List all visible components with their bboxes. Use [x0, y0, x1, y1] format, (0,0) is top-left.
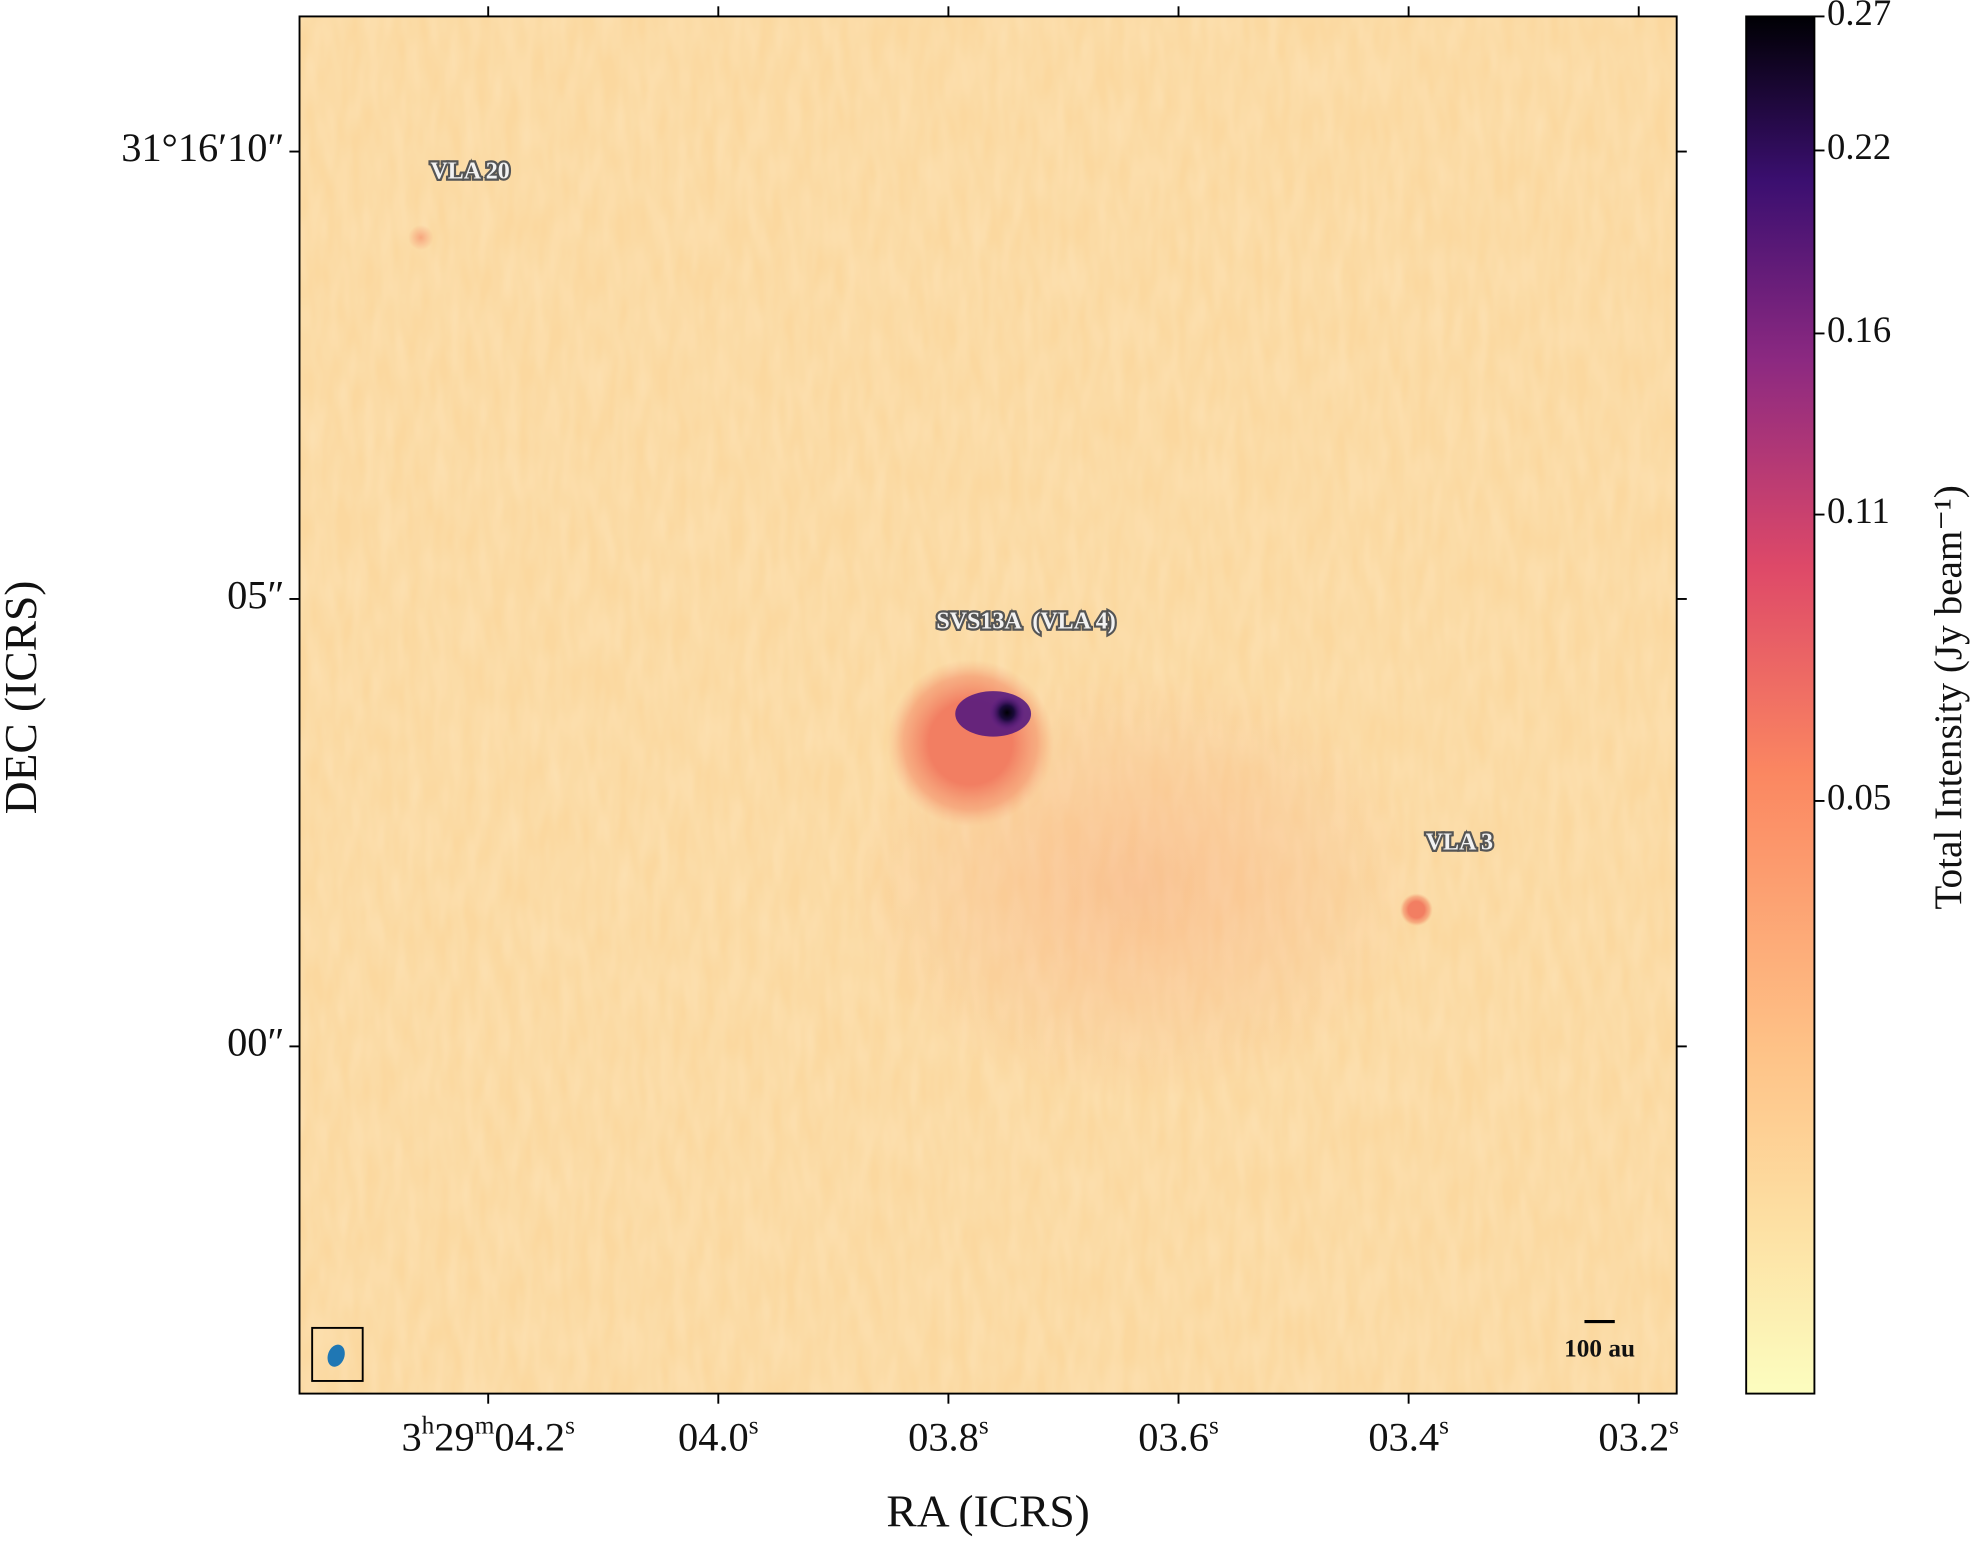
x-tick-label: 03.2s [1598, 1411, 1679, 1459]
x-tick-label: 04.0s [678, 1411, 759, 1459]
y-tick-label: 05″ [227, 572, 284, 617]
source-label: VLA 3 [1426, 829, 1493, 855]
beam-box [311, 1326, 364, 1382]
colorbar-tick-label: 0.27 [1827, 0, 1891, 33]
colorbar-label: Total Intensity (Jy beam⁻¹) [1927, 485, 1970, 909]
y-tick-label: 00″ [227, 1020, 284, 1065]
plot-frame [298, 15, 1678, 1395]
disk-emission [887, 659, 1054, 827]
x-tick-label: 03.6s [1138, 1411, 1219, 1459]
colorbar-tick-label: 0.22 [1827, 126, 1891, 167]
colorbar [1745, 15, 1816, 1395]
source-blob [408, 224, 434, 251]
colorbar-tick-label: 0.16 [1827, 309, 1891, 350]
source-blob [1399, 893, 1433, 927]
x-tick-label: 3h29m04.2s [401, 1411, 574, 1459]
image: VLA 20 SVS13A (VLA 4) VLA 3 100 au [299, 16, 1677, 1394]
source-label: VLA 20 [430, 159, 509, 185]
colorbar-tick-label: 0.11 [1827, 490, 1890, 531]
scale-bar-label: 100 au [1564, 1334, 1635, 1362]
source-label: SVS13A (VLA 4) [936, 608, 1115, 634]
colorbar-tick-label: 0.05 [1827, 776, 1891, 817]
x-tick-label: 03.8s [908, 1411, 989, 1459]
y-axis-label: DEC (ICRS) [0, 581, 46, 815]
y-tick-label: 31°16′10″ [121, 125, 284, 170]
beam [327, 1344, 345, 1367]
x-tick-label: 03.4s [1368, 1411, 1449, 1459]
x-axis-label: RA (ICRS) [886, 1486, 1089, 1537]
core-peak [989, 694, 1025, 731]
